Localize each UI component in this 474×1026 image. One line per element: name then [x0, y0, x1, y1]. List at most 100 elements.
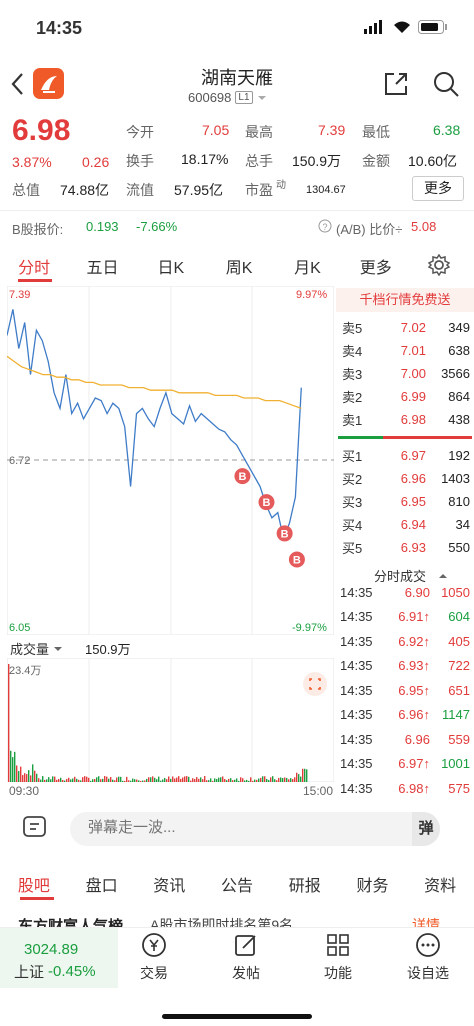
- volume-bar: [148, 777, 150, 782]
- tick-row: 14:35 6.91↑ 604: [336, 605, 474, 630]
- order-book: 卖5 7.02 349 卖4 7.01 638 卖3 7.00 3566 卖2 6.99 864 卖1 6…: [336, 0, 474, 1026]
- volume-selector[interactable]: 成交量: [10, 639, 63, 658]
- tick-label: 14:35: [340, 756, 373, 772]
- tab-news[interactable]: 资讯: [153, 878, 186, 895]
- buy-marker[interactable]: [276, 525, 293, 542]
- mcap-label: 总值: [12, 182, 40, 198]
- volume-bar: [192, 778, 194, 782]
- sell-price: 6.98: [400, 412, 426, 427]
- tab-announcements[interactable]: 公告: [221, 878, 254, 895]
- volume-bar: [156, 779, 158, 782]
- tab-forum[interactable]: 股吧: [17, 878, 50, 895]
- tab-intraday[interactable]: 分时: [18, 260, 51, 277]
- volume-bar: [158, 776, 160, 782]
- danmaku-button[interactable]: 弹: [412, 812, 440, 846]
- volume-label: 总手: [245, 153, 273, 169]
- danmaku-input-box[interactable]: 弹: [70, 812, 440, 846]
- volume-bar: [16, 765, 18, 782]
- volume-bar: [212, 780, 214, 782]
- volume-bar: [304, 768, 306, 782]
- volume-bar: [108, 778, 110, 782]
- tick-row: 14:35 6.93↑ 722: [336, 654, 474, 679]
- ab-ratio-label: (A/B) 比价÷: [336, 222, 403, 237]
- volume-bar: [196, 777, 198, 782]
- tab-monthly-k[interactable]: 月K: [294, 260, 321, 277]
- info-icon[interactable]: ?: [318, 219, 332, 233]
- buy-marker[interactable]: [258, 494, 275, 511]
- news-more[interactable]: 详情: [412, 917, 440, 927]
- volume-bar: [260, 777, 262, 782]
- tab-financials[interactable]: 财务: [356, 878, 389, 895]
- volume-bar: [82, 777, 84, 782]
- volume-bar: [162, 779, 164, 782]
- tab-daily-k[interactable]: 日K: [157, 260, 185, 277]
- search-icon[interactable]: [432, 70, 460, 98]
- volume-bar: [224, 779, 226, 782]
- price-chart[interactable]: B B B B: [7, 286, 334, 635]
- volume-bar: [244, 780, 246, 782]
- nav-watchlist-label: 设自选: [407, 965, 449, 981]
- tick-volume: 1050: [441, 584, 470, 600]
- tab-handicap[interactable]: 盘口: [85, 878, 118, 895]
- volume-bar: [294, 777, 296, 782]
- divider: [0, 210, 474, 211]
- volume-chart[interactable]: [7, 658, 334, 782]
- more-button[interactable]: 更多: [412, 176, 464, 201]
- buy-price: 6.95: [400, 494, 426, 509]
- ticks-header[interactable]: 分时成交: [374, 566, 448, 585]
- volume-bar: [274, 779, 276, 782]
- volume-bar: [300, 776, 302, 782]
- promo-banner[interactable]: 千档行情免费送: [336, 288, 474, 312]
- tab-more[interactable]: 更多: [359, 260, 392, 277]
- nav-watchlist[interactable]: 设自选: [400, 932, 456, 983]
- tab-five-day[interactable]: 五日: [86, 260, 119, 277]
- buy-volume: 1403: [441, 471, 470, 486]
- news-title: 东方财富人气榜: [18, 918, 124, 927]
- back-icon[interactable]: [10, 72, 26, 96]
- tick-row: 14:35 6.92↑ 405: [336, 629, 474, 654]
- buy-marker[interactable]: [288, 551, 305, 568]
- volume-bar: [166, 779, 168, 782]
- volume-bar: [298, 774, 300, 782]
- news-ticker[interactable]: 东方财富人气榜 A股市场即时排名第9名 详情: [0, 905, 474, 927]
- volume-bar: [222, 776, 224, 782]
- buy-price: 6.97: [400, 448, 426, 463]
- series-line-0: [7, 309, 302, 541]
- nav-trade[interactable]: 交易: [126, 932, 182, 983]
- pct-axis-top: 9.97%: [296, 289, 328, 301]
- buy-marker[interactable]: [234, 468, 251, 485]
- high-value: 7.39: [318, 122, 346, 138]
- index-widget[interactable]: 3024.89 上证 -0.45%: [0, 928, 118, 988]
- volume-bar: [20, 766, 22, 782]
- volume-bar: [216, 779, 218, 782]
- volume-bar: [152, 776, 154, 782]
- volume-bar: [80, 780, 82, 782]
- turnover-label: 换手: [126, 153, 154, 169]
- nav-functions[interactable]: 功能: [310, 932, 366, 983]
- volume-bar: [226, 780, 228, 782]
- tick-price: 6.90: [404, 584, 430, 600]
- expand-button[interactable]: [303, 672, 327, 696]
- volume-bar: [10, 750, 12, 782]
- volume-bar: [288, 779, 290, 782]
- share-icon[interactable]: [382, 70, 410, 98]
- tab-profile[interactable]: 资料: [424, 878, 457, 895]
- volume-bar: [120, 776, 122, 782]
- tick-price: 6.97↑: [398, 756, 430, 772]
- gear-icon[interactable]: [428, 254, 450, 276]
- tick-price: 6.93↑: [398, 658, 430, 674]
- stock-code-row[interactable]: 600698 L1: [188, 90, 267, 105]
- chat-icon[interactable]: [22, 815, 48, 841]
- danmaku-input[interactable]: [88, 819, 388, 836]
- volume-bar: [12, 757, 14, 782]
- volume-bar: [134, 779, 136, 782]
- buy-marker-label: B: [263, 497, 271, 509]
- sell-price: 7.01: [400, 343, 426, 358]
- tab-research[interactable]: 研报: [288, 878, 321, 895]
- tab-weekly-k[interactable]: 周K: [225, 260, 253, 277]
- nav-post[interactable]: 发帖: [218, 932, 274, 983]
- buy-label: 买1: [342, 449, 363, 464]
- sell-row: 卖1 6.98 438: [336, 408, 474, 431]
- tick-label: 14:35: [340, 633, 373, 649]
- volume-bar: [290, 778, 292, 782]
